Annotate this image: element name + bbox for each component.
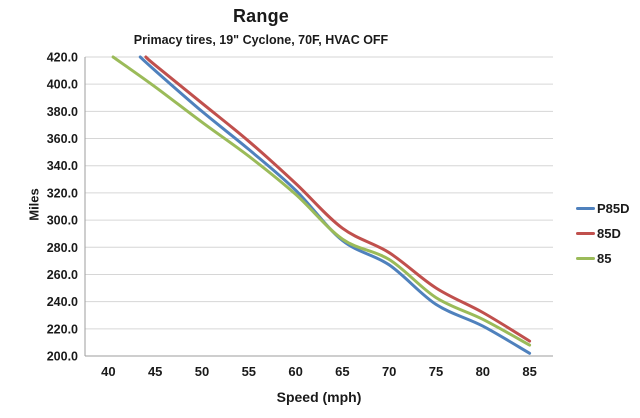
x-tick-label: 45 xyxy=(148,364,162,379)
x-axis-title: Speed (mph) xyxy=(276,389,362,405)
legend-label: 85 xyxy=(597,251,612,266)
series-line-85D xyxy=(144,55,532,343)
legend-label: 85D xyxy=(597,226,621,241)
x-tick-label: 60 xyxy=(288,364,302,379)
y-tick-label: 260.0 xyxy=(47,268,78,282)
legend-line-swatch xyxy=(576,207,595,210)
y-tick-label: 280.0 xyxy=(47,241,78,255)
y-tick-label: 240.0 xyxy=(47,295,78,309)
legend-item-85: 85 xyxy=(576,246,630,271)
legend-line-swatch xyxy=(576,257,595,260)
series-line-85 xyxy=(111,55,532,347)
y-axis-title: Miles xyxy=(26,188,42,221)
y-tick-label: 340.0 xyxy=(47,159,78,173)
legend: P85D 85D 85 xyxy=(576,196,630,271)
chart-subtitle: Primacy tires, 19" Cyclone, 70F, HVAC OF… xyxy=(133,33,389,47)
x-tick-label: 80 xyxy=(476,364,490,379)
title-block: Range Primacy tires, 19" Cyclone, 70F, H… xyxy=(0,6,522,47)
y-tick-label: 220.0 xyxy=(47,322,78,336)
legend-label: P85D xyxy=(597,201,630,216)
x-tick-label: 50 xyxy=(195,364,209,379)
legend-item-85D: 85D xyxy=(576,221,630,246)
legend-item-P85D: P85D xyxy=(576,196,630,221)
x-tick-label: 65 xyxy=(335,364,349,379)
y-tick-label: 380.0 xyxy=(47,105,78,119)
chart-title: Range xyxy=(232,6,289,26)
legend-line-swatch xyxy=(576,232,595,235)
y-tick-label: 320.0 xyxy=(47,186,78,200)
y-tick-label: 400.0 xyxy=(47,78,78,92)
y-tick-label: 420.0 xyxy=(47,51,78,65)
x-tick-label: 85 xyxy=(522,364,536,379)
x-tick-label: 55 xyxy=(242,364,256,379)
x-tick-label: 40 xyxy=(101,364,115,379)
y-tick-label: 200.0 xyxy=(47,350,78,364)
x-tick-label: 75 xyxy=(429,364,443,379)
y-tick-label: 300.0 xyxy=(47,214,78,228)
x-tick-label: 70 xyxy=(382,364,396,379)
y-tick-label: 360.0 xyxy=(47,132,78,146)
